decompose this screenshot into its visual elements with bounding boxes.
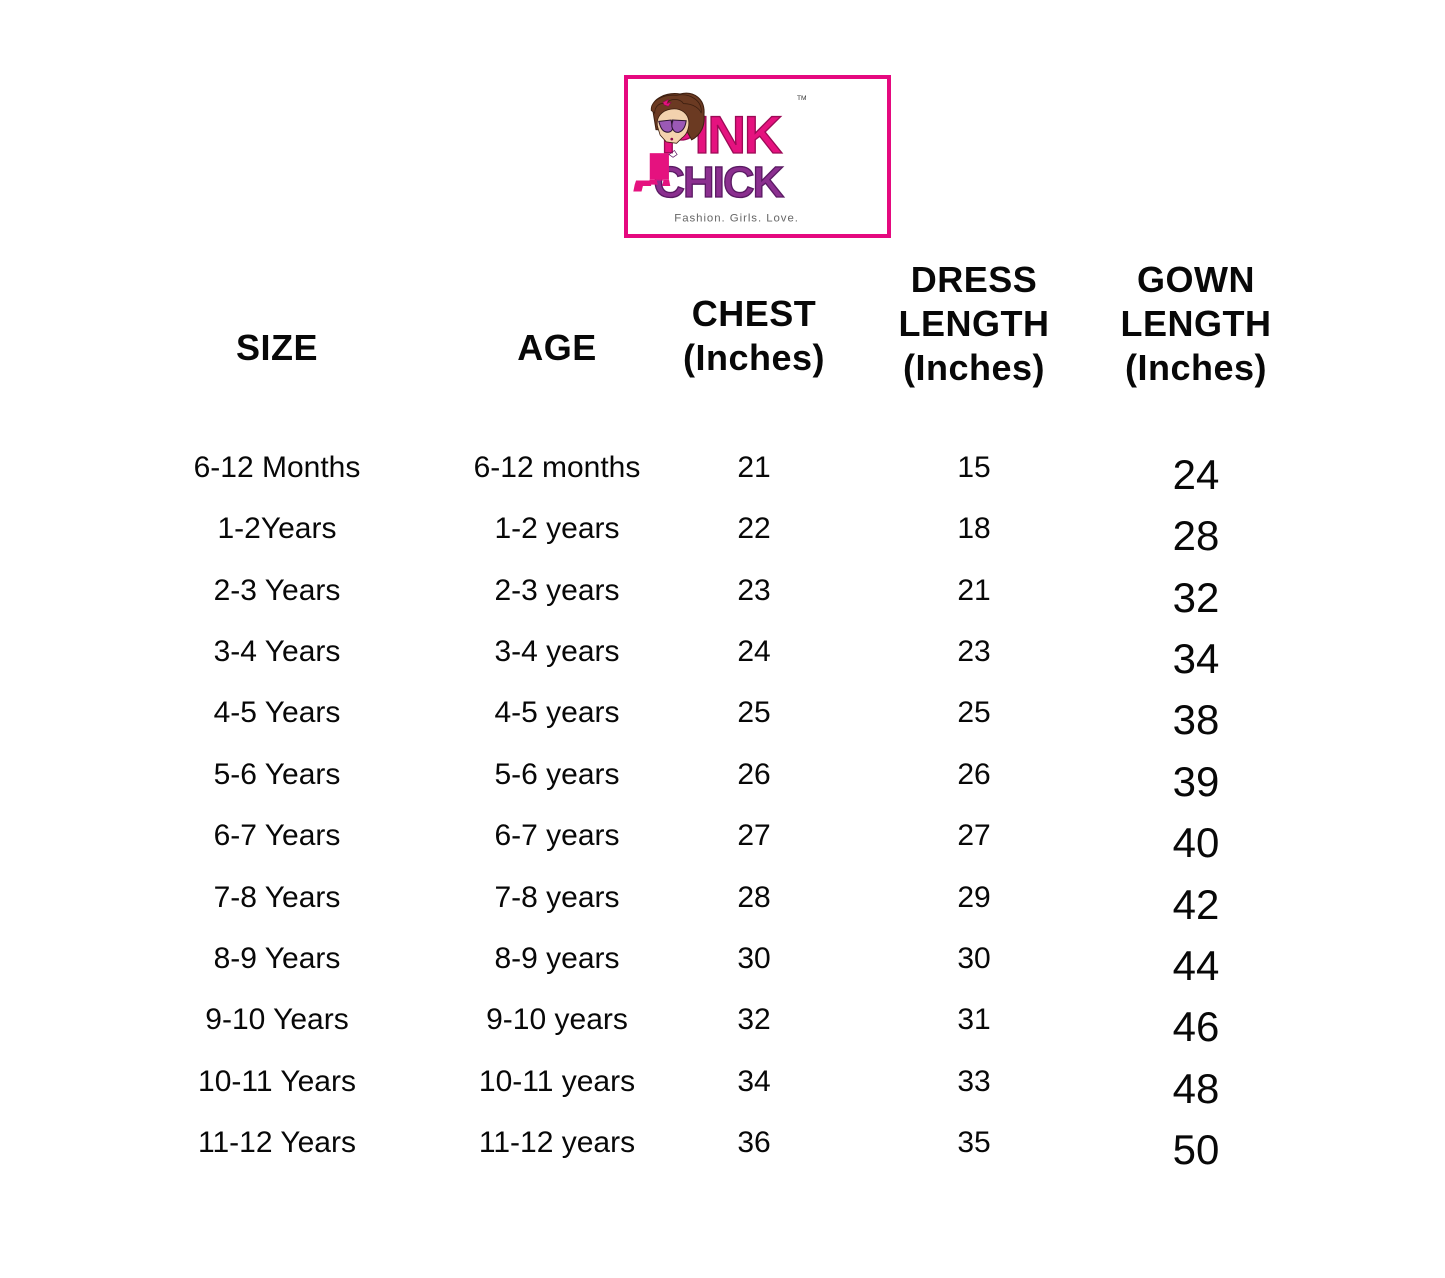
svg-text:CHICK: CHICK xyxy=(653,158,784,207)
svg-text:Fashion. Girls. Love.: Fashion. Girls. Love. xyxy=(674,213,799,225)
svg-text:TM: TM xyxy=(797,95,807,102)
